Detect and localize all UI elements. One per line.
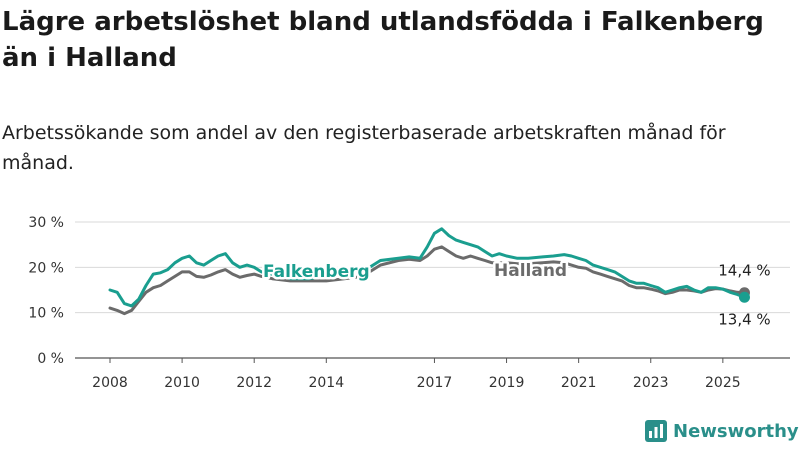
falkenberg-series-label: Falkenberg xyxy=(263,262,370,282)
brand-name: Newsworthy xyxy=(673,420,799,442)
y-tick-label: 20 % xyxy=(28,260,64,276)
x-tick-label: 2010 xyxy=(164,375,200,391)
x-tick-label: 2019 xyxy=(489,375,525,391)
halland-end-label: 14,4 % xyxy=(718,262,770,280)
falkenberg-end-point xyxy=(738,291,750,303)
series-line-falkenberg xyxy=(108,227,746,308)
x-tick-label: 2017 xyxy=(417,375,453,391)
y-tick-label: 0 % xyxy=(37,351,64,367)
halland-series-label: Halland xyxy=(494,261,567,281)
falkenberg-end-label: 13,4 % xyxy=(718,310,770,328)
x-tick-label: 2014 xyxy=(308,375,344,391)
chart-subtitle: Arbetssökande som andel av den registerb… xyxy=(2,122,726,174)
x-tick-label: 2025 xyxy=(705,375,741,391)
y-tick-label: 30 % xyxy=(28,215,64,231)
y-tick-label: 10 % xyxy=(28,306,64,322)
x-tick-label: 2021 xyxy=(561,375,597,391)
brand-logo: Newsworthy xyxy=(645,420,799,442)
x-tick-label: 2008 xyxy=(92,375,128,391)
chart-title: Lägre arbetslöshet bland utlandsfödda i … xyxy=(2,7,764,73)
bar-chart-logo-icon xyxy=(645,420,667,442)
x-tick-label: 2023 xyxy=(633,375,669,391)
series-line-halland xyxy=(108,245,746,316)
x-tick-label: 2012 xyxy=(236,375,272,391)
